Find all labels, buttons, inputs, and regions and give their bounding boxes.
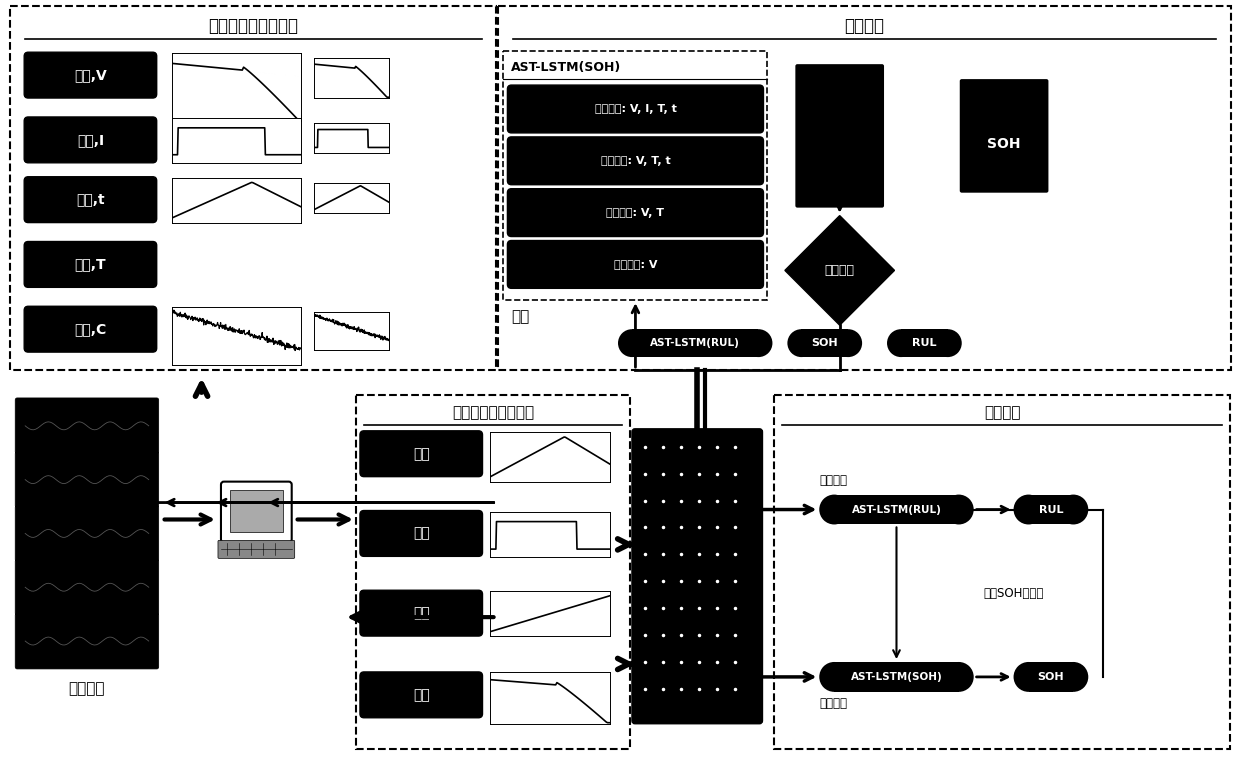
- FancyBboxPatch shape: [632, 429, 763, 724]
- Text: RUL: RUL: [1039, 505, 1063, 515]
- Text: 温度,T: 温度,T: [74, 258, 107, 271]
- FancyBboxPatch shape: [15, 559, 159, 615]
- Bar: [10, 6, 496, 370]
- Text: 电流: 电流: [413, 527, 429, 540]
- Text: 锂电池组: 锂电池组: [68, 681, 105, 696]
- Text: AST-LSTM(SOH): AST-LSTM(SOH): [511, 61, 621, 74]
- Ellipse shape: [820, 662, 849, 692]
- Text: 电流,I: 电流,I: [77, 133, 104, 147]
- Text: 时间: 时间: [413, 606, 429, 620]
- Text: 在线锂电池参数数据: 在线锂电池参数数据: [451, 405, 534, 420]
- Text: 导入模型: 导入模型: [820, 474, 847, 487]
- Ellipse shape: [944, 495, 973, 524]
- Bar: [498, 6, 1231, 370]
- Text: 输入参数: V, I, T, t: 输入参数: V, I, T, t: [594, 104, 676, 114]
- Text: SOH: SOH: [1038, 672, 1064, 682]
- Polygon shape: [785, 216, 894, 325]
- FancyBboxPatch shape: [360, 511, 482, 556]
- Text: AST-LSTM(RUL): AST-LSTM(RUL): [852, 505, 941, 515]
- Ellipse shape: [618, 329, 646, 357]
- Text: 离线锂电池参数测量: 离线锂电池参数测量: [208, 17, 299, 35]
- Bar: [632, 329, 759, 357]
- Bar: [835, 662, 959, 692]
- Bar: [835, 495, 959, 524]
- Text: 容量: 容量: [511, 309, 529, 324]
- FancyBboxPatch shape: [15, 505, 159, 562]
- FancyBboxPatch shape: [25, 306, 156, 352]
- Text: 时间,t: 时间,t: [76, 193, 104, 207]
- FancyBboxPatch shape: [25, 117, 156, 163]
- Text: 输入参数: V, T, t: 输入参数: V, T, t: [600, 156, 671, 166]
- FancyBboxPatch shape: [15, 613, 159, 669]
- Text: 在线预测: 在线预测: [983, 405, 1021, 420]
- FancyBboxPatch shape: [218, 540, 295, 559]
- FancyBboxPatch shape: [507, 85, 764, 133]
- Text: 输入SOH估计値: 输入SOH估计値: [983, 587, 1044, 600]
- FancyBboxPatch shape: [25, 177, 156, 223]
- Text: 输入参数: V: 输入参数: V: [614, 259, 657, 270]
- FancyBboxPatch shape: [15, 451, 159, 508]
- FancyBboxPatch shape: [960, 79, 1049, 193]
- FancyBboxPatch shape: [25, 52, 156, 98]
- Text: 电压,V: 电压,V: [74, 68, 107, 82]
- Bar: [356, 395, 630, 749]
- FancyBboxPatch shape: [25, 242, 156, 287]
- Ellipse shape: [1013, 662, 1043, 692]
- Text: 模型训练: 模型训练: [844, 17, 884, 35]
- Bar: [1028, 662, 1074, 692]
- FancyBboxPatch shape: [507, 137, 764, 185]
- Text: 导入模型: 导入模型: [820, 698, 847, 711]
- Text: RUL: RUL: [913, 338, 936, 348]
- FancyBboxPatch shape: [507, 188, 764, 236]
- Bar: [801, 329, 848, 357]
- FancyBboxPatch shape: [15, 398, 159, 454]
- Bar: [797, 66, 882, 101]
- FancyBboxPatch shape: [795, 64, 884, 207]
- Ellipse shape: [820, 495, 849, 524]
- Ellipse shape: [887, 329, 915, 357]
- Ellipse shape: [744, 329, 773, 357]
- Text: 性能评估: 性能评估: [825, 264, 854, 277]
- Text: 容量,C: 容量,C: [74, 322, 107, 336]
- FancyBboxPatch shape: [360, 591, 482, 636]
- FancyBboxPatch shape: [360, 431, 482, 477]
- Ellipse shape: [1013, 495, 1043, 524]
- FancyBboxPatch shape: [221, 482, 291, 543]
- FancyBboxPatch shape: [507, 240, 764, 288]
- Bar: [229, 489, 283, 533]
- Bar: [775, 395, 1230, 749]
- Text: 温度: 温度: [413, 447, 429, 461]
- FancyBboxPatch shape: [360, 672, 482, 717]
- Bar: [1028, 495, 1074, 524]
- Ellipse shape: [944, 662, 973, 692]
- Ellipse shape: [1059, 495, 1089, 524]
- Ellipse shape: [787, 329, 815, 357]
- Text: SOH: SOH: [987, 137, 1021, 151]
- Ellipse shape: [934, 329, 962, 357]
- Ellipse shape: [1059, 662, 1089, 692]
- Text: 输入参数: V, T: 输入参数: V, T: [606, 207, 665, 217]
- Text: 电压: 电压: [413, 688, 429, 701]
- Text: SOH: SOH: [811, 338, 838, 348]
- Bar: [797, 96, 882, 206]
- Ellipse shape: [835, 329, 862, 357]
- Bar: [503, 51, 768, 300]
- Bar: [901, 329, 947, 357]
- Text: AST-LSTM(SOH): AST-LSTM(SOH): [851, 672, 942, 682]
- Text: AST-LSTM(RUL): AST-LSTM(RUL): [650, 338, 740, 348]
